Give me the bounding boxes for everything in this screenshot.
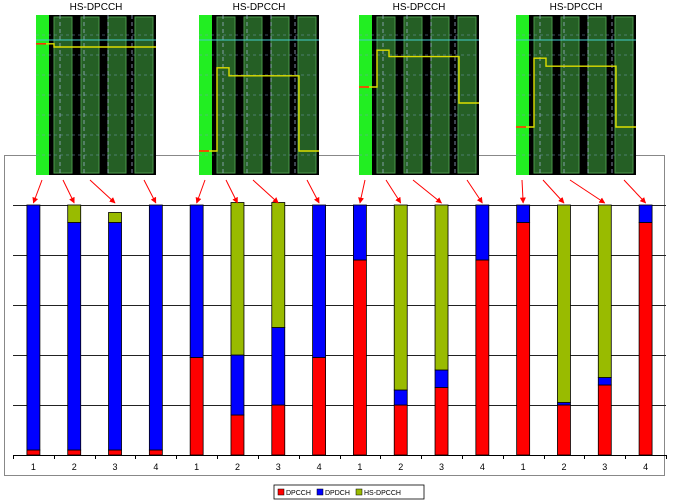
scope-trace xyxy=(359,49,479,104)
scope-title: HS-DPCCH xyxy=(393,2,446,13)
bar-dpcch xyxy=(312,357,326,456)
x-tick-label: 4 xyxy=(643,462,648,472)
bar-dpdch xyxy=(271,327,286,406)
scope-panel: HS-DPCCH xyxy=(36,2,156,175)
scope-title: HS-DPCCH xyxy=(70,2,123,13)
bar-series xyxy=(26,202,653,456)
scope-trace xyxy=(36,43,156,48)
scope-panels: HS-DPCCH HS-DPCCH HS-DPCCH HS-DPCCH xyxy=(36,2,636,175)
legend-swatch xyxy=(316,488,324,496)
bar-dpcch xyxy=(189,357,204,456)
bar-hs-dpcch xyxy=(557,204,571,403)
connector-arrow xyxy=(623,179,647,204)
bar-hs-dpcch xyxy=(108,212,122,223)
bar-hs-dpcch xyxy=(434,204,449,371)
x-tick-label: 3 xyxy=(439,462,444,472)
connector-arrow xyxy=(519,179,526,204)
x-tick-label: 1 xyxy=(31,462,36,472)
connector-arrow xyxy=(62,179,75,204)
bar-dpcch xyxy=(148,449,163,456)
bar-dpcch xyxy=(67,449,82,456)
scope-trace xyxy=(516,57,636,128)
bar-dpcch xyxy=(393,404,408,456)
x-tick-label: 1 xyxy=(357,462,362,472)
scope-panel: HS-DPCCH xyxy=(359,2,479,175)
connector-arrow xyxy=(385,179,402,204)
legend-swatch xyxy=(277,488,285,496)
x-tick-label: 1 xyxy=(521,462,526,472)
bar-dpdch xyxy=(312,204,326,358)
connector-arrows xyxy=(32,179,647,204)
bar-dpcch xyxy=(230,414,245,456)
bar-hs-dpcch xyxy=(271,202,286,328)
x-tick-label: 3 xyxy=(276,462,281,472)
connector-arrow xyxy=(358,179,366,204)
bar-dpcch xyxy=(353,259,367,456)
bar-dpdch xyxy=(108,222,122,451)
x-tick-label: 3 xyxy=(113,462,118,472)
legend-box xyxy=(273,484,425,500)
x-tick-labels: 1 2 3 4 1 2 3 4 1 2 3 4 1 2 3 4 xyxy=(31,462,648,472)
x-tick-label: 4 xyxy=(480,462,485,472)
scope-title: HS-DPCCH xyxy=(550,2,603,13)
bar-dpdch xyxy=(189,204,204,358)
connector-arrow xyxy=(89,179,116,204)
bar-hs-dpcch xyxy=(597,204,612,378)
bar-dpdch xyxy=(26,204,41,451)
bar-dpcch xyxy=(638,222,653,456)
connector-arrow xyxy=(143,179,157,204)
x-tick-label: 4 xyxy=(317,462,322,472)
bar-hs-dpcch xyxy=(230,202,245,356)
connector-arrow xyxy=(466,179,483,204)
bar-dpdch xyxy=(148,204,163,451)
bar-dpcch xyxy=(434,387,449,456)
x-tick-label: 2 xyxy=(398,462,403,472)
connector-arrow xyxy=(195,179,206,204)
x-tick-label: 3 xyxy=(602,462,607,472)
bar-dpcch xyxy=(26,449,41,456)
bar-dpcch xyxy=(557,404,571,456)
legend-swatch xyxy=(355,488,363,496)
x-tick-label: 2 xyxy=(72,462,77,472)
scope-title: HS-DPCCH xyxy=(233,2,286,13)
x-tick-label: 1 xyxy=(194,462,199,472)
legend-entry: HS-DPCCH xyxy=(364,490,401,497)
bar-dpcch xyxy=(597,384,612,456)
bar-hs-dpcch xyxy=(67,204,82,223)
bar-dpcch xyxy=(108,449,122,456)
legend-entry: DPCCH xyxy=(286,490,311,497)
connector-arrow xyxy=(306,179,320,204)
bar-hs-dpcch xyxy=(393,204,408,391)
x-tick-label: 2 xyxy=(235,462,240,472)
bar-dpdch xyxy=(597,377,612,386)
x-tick-label: 2 xyxy=(561,462,566,472)
scope-panel: HS-DPCCH xyxy=(516,2,636,175)
bar-dpdch xyxy=(353,204,367,261)
scope-trace xyxy=(199,67,319,152)
connector-arrow xyxy=(32,179,43,204)
scope-panel: HS-DPCCH xyxy=(199,2,319,175)
bar-dpdch xyxy=(67,222,82,451)
bar-dpdch xyxy=(475,204,490,261)
bar-dpdch xyxy=(434,369,449,388)
bar-dpdch xyxy=(393,389,408,406)
x-tick-label: 4 xyxy=(153,462,158,472)
bar-dpdch xyxy=(638,204,653,223)
legend: DPCCH DPDCH HS-DPCCH xyxy=(273,484,425,500)
bar-dpdch xyxy=(230,354,245,416)
legend-entry: DPDCH xyxy=(325,490,350,497)
connector-arrow xyxy=(569,179,606,204)
connector-arrow xyxy=(412,179,442,204)
bar-dpdch xyxy=(516,204,531,223)
bar-dpcch xyxy=(271,404,286,456)
connector-arrow xyxy=(225,179,238,204)
bar-dpcch xyxy=(516,222,531,456)
connector-arrow xyxy=(542,179,565,204)
bar-dpcch xyxy=(475,259,490,456)
connector-arrow xyxy=(252,179,279,204)
